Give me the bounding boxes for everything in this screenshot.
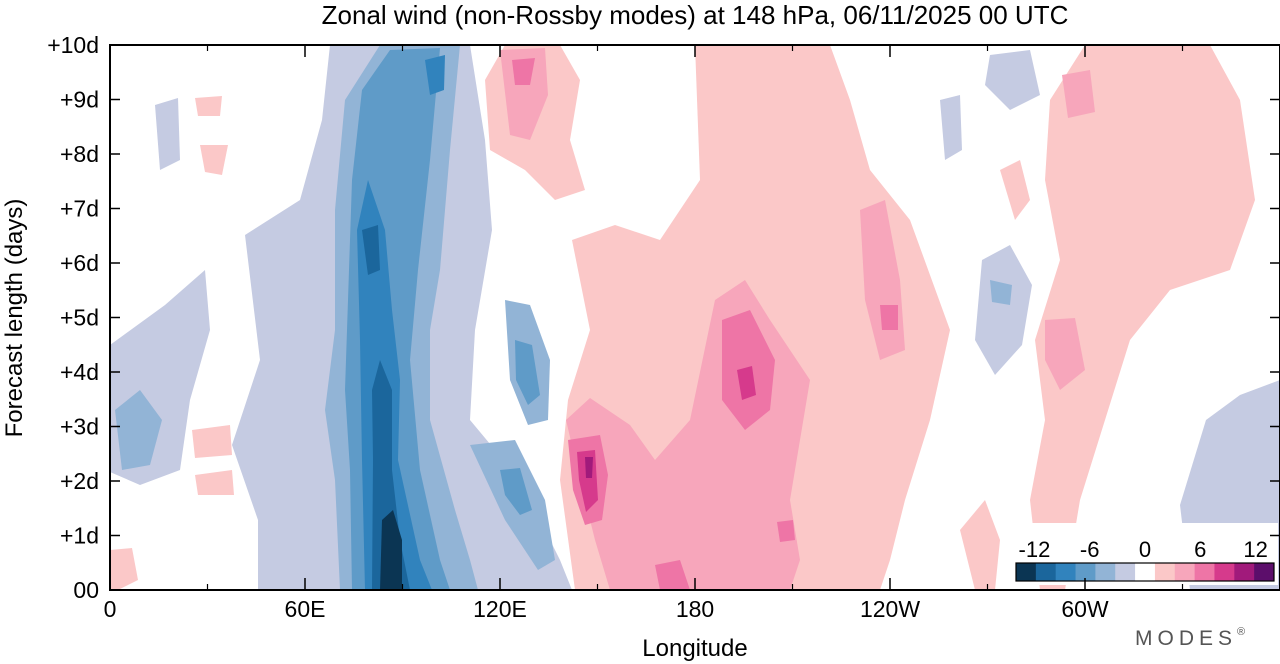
colorbar-label: 6	[1194, 537, 1206, 562]
y-axis-label: Forecast length (days)	[1, 199, 28, 438]
contour-lev1-15e	[155, 98, 180, 170]
contour-lev3-125e	[515, 340, 540, 405]
y-tick-label: +1d	[60, 523, 99, 549]
colorbar-frame	[1015, 562, 1275, 582]
contour-lev1-pink-30e-d	[200, 145, 228, 175]
contour-lev1-pink-30e-c	[195, 96, 222, 116]
easterly-regions	[110, 45, 1280, 590]
contour-lev2-pink-125e	[500, 48, 548, 140]
chart-title: Zonal wind (non-Rossby modes) at 148 hPa…	[322, 0, 1069, 30]
contour-lev5-pink-core	[585, 457, 593, 478]
y-tick-label: +3d	[60, 414, 99, 440]
contour-lev4-pink-190e	[737, 366, 756, 400]
y-tick-label: +2d	[60, 468, 99, 494]
contour-lev2-282	[990, 280, 1012, 305]
x-tick-label: 0	[104, 596, 117, 622]
contour-lev1-pink-30e-a	[192, 425, 232, 458]
contour-lev5-north	[362, 225, 380, 275]
contour-lev3-pink-170e	[655, 560, 690, 590]
colorbar: -12 -6 0 6 12	[1012, 523, 1278, 585]
contour-lev1-282	[975, 245, 1032, 375]
colorbar-swatch	[1214, 563, 1235, 581]
contour-lev3-pink-200e	[777, 520, 795, 542]
contour-lev1-268	[940, 95, 962, 160]
y-tick-label: +10d	[47, 32, 99, 58]
contour-lev2-pink-297	[1062, 70, 1095, 118]
contour-lev3-pink-125e	[512, 58, 535, 85]
colorbar-swatch	[1154, 563, 1176, 581]
y-tick-label: +9d	[60, 87, 99, 113]
colorbar-swatch	[1234, 563, 1255, 581]
colorbar-label: -6	[1080, 537, 1100, 562]
contour-lev3-pink-240	[880, 305, 898, 330]
y-tick-label: +7d	[60, 196, 99, 222]
contour-lev1-pink-0	[110, 548, 138, 590]
colorbar-swatch	[1115, 563, 1136, 581]
colorbar-swatch	[1174, 563, 1196, 581]
y-tick-label: +4d	[60, 359, 99, 385]
colorbar-swatch	[1016, 563, 1037, 581]
contour-lev4-north	[425, 55, 445, 95]
colorbar-swatch	[1055, 563, 1077, 581]
x-axis-label: Longitude	[642, 635, 747, 662]
x-tick-label: 180	[676, 596, 714, 622]
colorbar-label: -12	[1019, 537, 1051, 562]
plot-frame	[109, 44, 1280, 591]
colorbar-label: 0	[1139, 537, 1151, 562]
contour-lev4-pink-148e	[577, 450, 598, 512]
colorbar-swatch	[1254, 563, 1275, 581]
y-tick-label: +8d	[60, 141, 99, 167]
contour-lev2-pink-300	[1045, 318, 1085, 390]
contour-lev1-pink-268	[960, 500, 1000, 590]
x-tick-labels: 0 60E 120E 180 120W 60W	[104, 596, 1109, 622]
x-tick-label: 120W	[860, 596, 920, 622]
contour-lev1-pink-30e-b	[195, 470, 234, 495]
westerly-regions	[110, 45, 1255, 590]
y-tick-label: +6d	[60, 250, 99, 276]
colorbar-swatch	[1194, 563, 1215, 581]
colorbar-label: 12	[1243, 537, 1267, 562]
colorbar-swatch	[1035, 563, 1057, 581]
contour-lev5-main	[372, 360, 410, 590]
x-tick-label: 60W	[1061, 596, 1109, 622]
modes-wordmark-text: MODES	[1135, 627, 1237, 650]
contour-lev1-pink-155e	[590, 280, 615, 308]
y-tick-label: +5d	[60, 305, 99, 331]
x-tick-label: 60E	[285, 596, 326, 622]
contour-lev1-pink-240	[1000, 160, 1030, 220]
modes-wordmark: MODES®	[1135, 626, 1245, 650]
y-tick-label: 00	[73, 577, 99, 603]
x-tick-label: 120E	[473, 596, 527, 622]
registered-mark: ®	[1237, 626, 1245, 638]
y-tick-labels: 00 +1d +2d +3d +4d +5d +6d +7d +8d +9d +10d	[47, 32, 99, 603]
contour-lev2-west	[115, 390, 162, 470]
contour-lev6-core	[380, 510, 402, 590]
colorbar-swatch	[1135, 563, 1156, 581]
contour-lev1-pink-east	[1030, 45, 1255, 590]
contour-lev1-300	[985, 50, 1040, 110]
colorbar-swatch	[1095, 563, 1116, 581]
plot-area: -12 -6 0 6 12	[109, 44, 1280, 591]
colorbar-swatch	[1075, 563, 1096, 581]
contour-lev3-120e	[500, 468, 532, 515]
